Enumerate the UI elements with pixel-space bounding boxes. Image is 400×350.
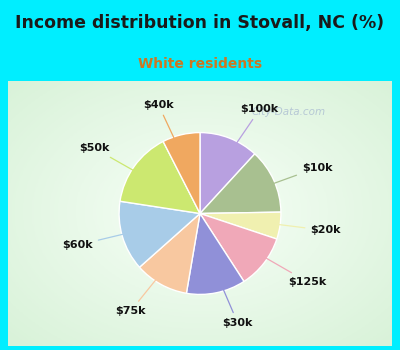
Text: $20k: $20k — [244, 220, 341, 236]
Text: $30k: $30k — [210, 257, 253, 328]
Text: Income distribution in Stovall, NC (%): Income distribution in Stovall, NC (%) — [16, 14, 384, 32]
Text: $50k: $50k — [79, 143, 164, 188]
Text: $100k: $100k — [217, 104, 279, 172]
Wedge shape — [163, 133, 200, 214]
Wedge shape — [200, 212, 281, 239]
Wedge shape — [119, 201, 200, 267]
Text: $75k: $75k — [115, 252, 178, 316]
Wedge shape — [186, 214, 244, 294]
Text: $60k: $60k — [62, 226, 157, 250]
Text: $40k: $40k — [143, 100, 189, 170]
Wedge shape — [200, 133, 255, 214]
Text: White residents: White residents — [138, 57, 262, 71]
Wedge shape — [200, 214, 277, 281]
Text: City-Data.com: City-Data.com — [251, 107, 325, 117]
Text: $10k: $10k — [241, 163, 332, 195]
Wedge shape — [140, 214, 200, 293]
Wedge shape — [200, 154, 281, 214]
Text: $125k: $125k — [236, 241, 326, 287]
Wedge shape — [120, 141, 200, 214]
